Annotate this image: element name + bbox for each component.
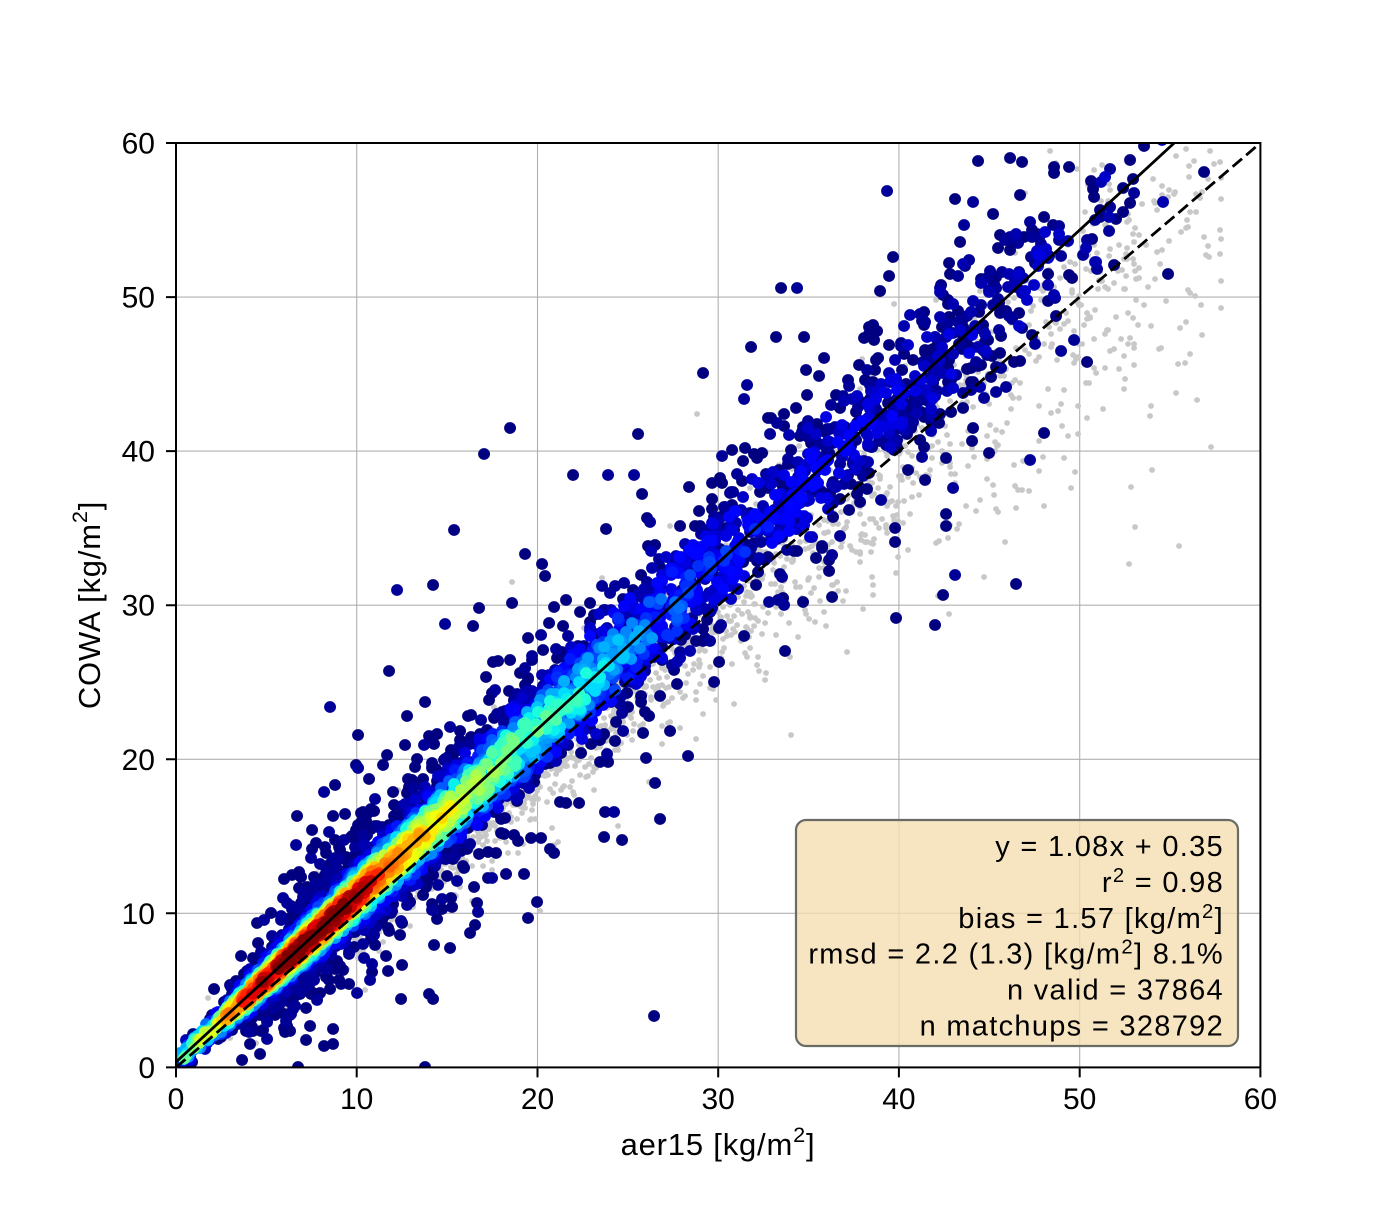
svg-text:30: 30 [122,590,155,623]
svg-text:0: 0 [138,1052,155,1085]
svg-text:50: 50 [122,282,155,315]
svg-text:40: 40 [122,436,155,469]
svg-text:30: 30 [702,1083,735,1116]
svg-text:r2 = 0.98: r2 = 0.98 [1102,865,1224,899]
svg-text:bias = 1.57 [kg/m2]: bias = 1.57 [kg/m2] [958,901,1224,935]
svg-text:0: 0 [168,1083,185,1116]
svg-text:60: 60 [1244,1083,1277,1116]
svg-text:10: 10 [122,898,155,931]
svg-text:50: 50 [1063,1083,1096,1116]
svg-text:20: 20 [122,744,155,777]
svg-text:40: 40 [882,1083,915,1116]
svg-text:COWA [kg/m2]: COWA [kg/m2] [67,501,107,709]
svg-text:aer15 [kg/m2]: aer15 [kg/m2] [621,1122,816,1162]
svg-text:10: 10 [340,1083,373,1116]
svg-text:20: 20 [521,1083,554,1116]
svg-text:rmsd = 2.2 (1.3) [kg/m2] 8.1%: rmsd = 2.2 (1.3) [kg/m2] 8.1% [808,937,1224,971]
svg-text:n valid = 37864: n valid = 37864 [1007,975,1224,1007]
svg-text:60: 60 [122,128,155,161]
svg-text:n matchups = 328792: n matchups = 328792 [920,1011,1224,1043]
svg-text:y = 1.08x + 0.35: y = 1.08x + 0.35 [995,831,1224,863]
